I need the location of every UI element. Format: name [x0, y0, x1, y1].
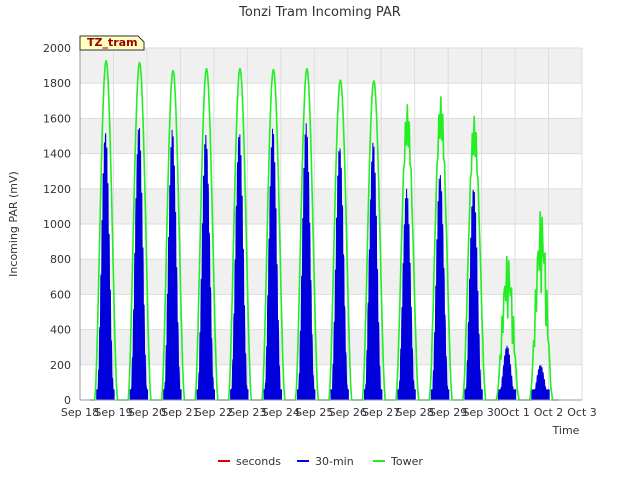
x-tick-label: Sep 22 [195, 406, 233, 419]
series-30-min-day [497, 345, 517, 402]
x-tick-label: Sep 21 [161, 406, 199, 419]
x-tick-label: Sep 18 [61, 406, 99, 419]
chart-title: Tonzi Tram Incoming PAR [238, 5, 401, 20]
series-30-min-day [96, 133, 115, 401]
y-tick-label: 2000 [43, 42, 71, 55]
y-tick-label: 400 [50, 324, 71, 337]
y-tick-label: 1800 [43, 77, 71, 90]
series-30-min-day [163, 129, 182, 401]
series-30-min-day [330, 148, 349, 401]
x-tick-label: Sep 20 [128, 406, 166, 419]
x-tick-label: Sep 25 [295, 406, 333, 419]
y-tick-label: 1200 [43, 183, 71, 196]
y-axis-label: Incoming PAR (mV) [7, 171, 20, 277]
y-tick-label: 1000 [43, 218, 71, 231]
y-tick-label: 0 [64, 394, 71, 407]
legend-label: Tower [390, 455, 423, 468]
x-tick-label: Sep 29 [429, 406, 467, 419]
y-tick-label: 800 [50, 253, 71, 266]
plot-band [80, 48, 582, 84]
x-tick-label: Sep 26 [329, 406, 367, 419]
series-30-min-day [364, 142, 383, 401]
series-30-min-day [129, 128, 149, 401]
x-tick-label: Oct 3 [567, 406, 597, 419]
x-tick-label: Sep 24 [262, 406, 300, 419]
x-tick-label: Sep 28 [396, 406, 434, 419]
series-30-min-day [430, 175, 450, 401]
y-tick-label: 200 [50, 359, 71, 372]
legend: seconds 30-min Tower [218, 455, 423, 468]
y-tick-labels: 0 200 400 600 800 1000 1200 1400 1600 1800 2000 [43, 42, 71, 407]
y-tick-label: 1400 [43, 148, 71, 161]
legend-label: 30-min [315, 455, 354, 468]
series-30-min-day [297, 123, 316, 401]
x-axis-label: Time [552, 424, 580, 437]
grid-lines [79, 47, 583, 401]
y-tick-label: 1600 [43, 112, 71, 125]
x-tick-label: Oct 1 [500, 406, 530, 419]
axes [79, 48, 582, 401]
legend-label: seconds [236, 455, 281, 468]
series-30-min-day [230, 134, 249, 401]
series-30-min-day [196, 134, 215, 401]
x-tick-label: Sep 30 [462, 406, 500, 419]
series-30-min-day [531, 364, 550, 402]
site-label-box: TZ_tram [79, 35, 145, 51]
series-30-min-day [464, 189, 483, 401]
x-tick-label: Sep 19 [94, 406, 132, 419]
series-30-min-day [397, 188, 416, 401]
plot-band [80, 118, 582, 154]
y-tick-label: 600 [50, 288, 71, 301]
series-30-min [96, 123, 550, 402]
x-tick-label: Sep 27 [362, 406, 400, 419]
plot-band [80, 259, 582, 295]
x-tick-label: Oct 2 [534, 406, 564, 419]
plot-band [80, 188, 582, 224]
x-tick-label: Sep 23 [228, 406, 266, 419]
site-label: TZ_tram [87, 36, 138, 49]
series-30-min-day [263, 128, 282, 401]
